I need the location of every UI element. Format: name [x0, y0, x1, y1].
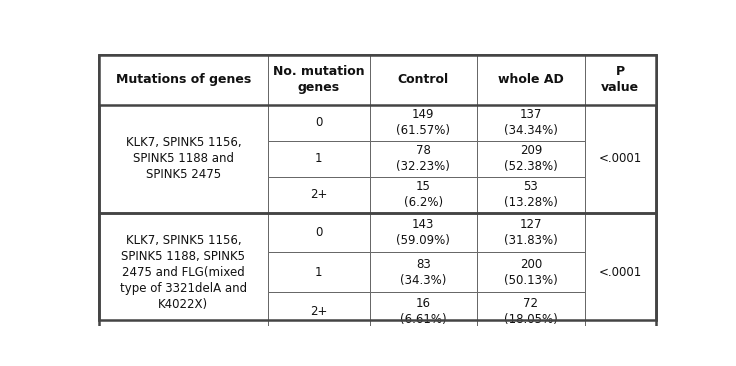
Bar	[585, 213, 656, 331]
Text: 1: 1	[315, 152, 322, 165]
Bar	[369, 55, 477, 105]
Bar	[369, 253, 477, 292]
Bar	[99, 213, 656, 331]
Bar	[268, 177, 369, 213]
Text: 0: 0	[315, 116, 322, 129]
Text: 15
(6.2%): 15 (6.2%)	[404, 180, 443, 209]
Bar	[369, 105, 477, 141]
Text: 78
(32.23%): 78 (32.23%)	[397, 144, 450, 173]
Bar	[268, 105, 369, 141]
Bar	[477, 141, 585, 177]
Bar	[477, 253, 585, 292]
Bar	[268, 253, 369, 292]
Text: P
value: P value	[601, 66, 640, 94]
Bar	[268, 292, 369, 331]
Text: <.0001: <.0001	[598, 266, 642, 279]
Bar	[99, 213, 268, 331]
Bar	[369, 141, 477, 177]
Bar	[268, 55, 369, 105]
Text: No. mutation
genes: No. mutation genes	[273, 66, 364, 94]
Bar	[477, 105, 585, 141]
Bar	[99, 55, 656, 105]
Text: 2+: 2+	[310, 305, 328, 318]
Bar	[585, 105, 656, 213]
Bar	[99, 105, 656, 213]
Bar	[99, 55, 268, 105]
Text: 200
(50.13%): 200 (50.13%)	[504, 258, 558, 287]
Text: 16
(6.61%): 16 (6.61%)	[400, 297, 447, 326]
Text: 143
(59.09%): 143 (59.09%)	[397, 218, 450, 247]
Text: KLK7, SPINK5 1156,
SPINK5 1188 and
SPINK5 2475: KLK7, SPINK5 1156, SPINK5 1188 and SPINK…	[126, 136, 241, 181]
Text: 72
(18.05%): 72 (18.05%)	[504, 297, 558, 326]
Bar	[477, 55, 585, 105]
Text: 149
(61.57%): 149 (61.57%)	[397, 108, 450, 137]
Bar	[477, 292, 585, 331]
Text: 0: 0	[315, 226, 322, 239]
Text: Mutations of genes: Mutations of genes	[116, 73, 251, 86]
Bar	[369, 213, 477, 253]
Bar	[585, 55, 656, 105]
Text: Control: Control	[397, 73, 449, 86]
Text: 127
(31.83%): 127 (31.83%)	[504, 218, 558, 247]
Text: 137
(34.34%): 137 (34.34%)	[504, 108, 558, 137]
Text: whole AD: whole AD	[498, 73, 564, 86]
Text: KLK7, SPINK5 1156,
SPINK5 1188, SPINK5
2475 and FLG(mixed
type of 3321delA and
K: KLK7, SPINK5 1156, SPINK5 1188, SPINK5 2…	[120, 234, 247, 311]
Text: 1: 1	[315, 266, 322, 279]
Bar	[268, 213, 369, 253]
Bar	[369, 292, 477, 331]
Bar	[268, 141, 369, 177]
Text: <.0001: <.0001	[598, 152, 642, 165]
Bar	[477, 213, 585, 253]
Text: 53
(13.28%): 53 (13.28%)	[504, 180, 558, 209]
Text: 83
(34.3%): 83 (34.3%)	[400, 258, 447, 287]
Text: 209
(52.38%): 209 (52.38%)	[504, 144, 558, 173]
Text: 2+: 2+	[310, 188, 328, 201]
Bar	[477, 177, 585, 213]
Bar	[369, 177, 477, 213]
Bar	[99, 105, 268, 213]
